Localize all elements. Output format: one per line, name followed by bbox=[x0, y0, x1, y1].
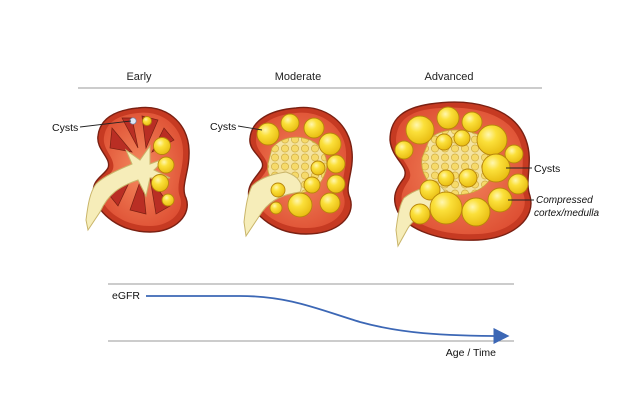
kidney-early-pelvis bbox=[85, 144, 171, 232]
callout-cysts-advanced: Cysts bbox=[534, 163, 560, 175]
leader-cysts-early bbox=[79, 120, 132, 128]
graph-y-label: eGFR bbox=[112, 290, 140, 302]
kidney-moderate-cysts bbox=[256, 113, 346, 218]
stage-label-moderate: Moderate bbox=[275, 71, 321, 83]
callout-cysts-early: Cysts bbox=[52, 122, 78, 134]
callout-compressed-line1: Compressed bbox=[536, 195, 593, 206]
stage-label-advanced: Advanced bbox=[425, 71, 474, 83]
kidney-early-cysts bbox=[142, 116, 175, 207]
kidney-moderate-pelvis bbox=[243, 171, 302, 238]
callout-cysts-moderate: Cysts bbox=[210, 121, 236, 133]
callout-compressed-line2: cortex/medulla bbox=[534, 208, 599, 219]
egfr-decline-curve bbox=[146, 295, 510, 345]
stage-label-early: Early bbox=[126, 71, 152, 83]
leader-cysts-moderate bbox=[237, 125, 263, 131]
kidney-early bbox=[85, 106, 190, 233]
graph-x-label: Age / Time bbox=[446, 347, 496, 359]
kidney-moderate bbox=[243, 106, 353, 238]
kidney-advanced-cysts bbox=[394, 106, 529, 227]
kidney-advanced bbox=[389, 101, 532, 248]
